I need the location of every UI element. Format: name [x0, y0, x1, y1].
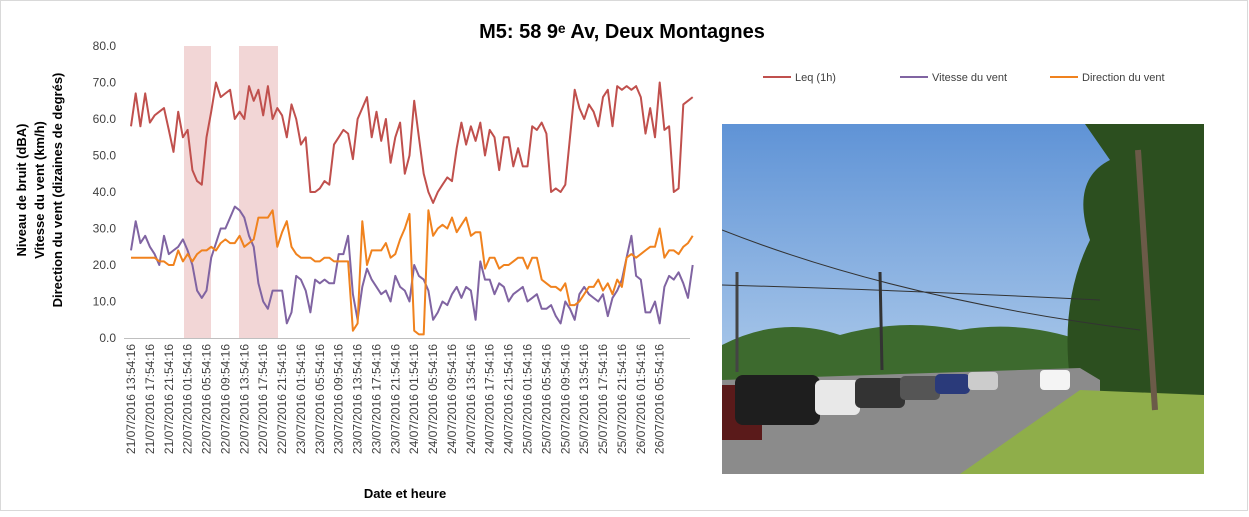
- x-tick-label: 24/07/2016 21:54:16: [502, 344, 516, 454]
- x-tick-label: 26/07/2016 01:54:16: [634, 344, 648, 454]
- x-tick-label: 23/07/2016 09:54:16: [332, 344, 346, 454]
- x-tick-label: 21/07/2016 13:54:16: [124, 344, 138, 454]
- y-tick-label: 70.0: [93, 76, 117, 90]
- y-tick-label: 20.0: [93, 258, 117, 272]
- x-tick-label: 24/07/2016 17:54:16: [483, 344, 497, 454]
- x-tick-label: 22/07/2016 21:54:16: [275, 344, 289, 454]
- x-axis-title: Date et heure: [364, 486, 446, 501]
- x-tick-label: 22/07/2016 13:54:16: [237, 344, 251, 454]
- x-tick-label: 24/07/2016 13:54:16: [464, 344, 478, 454]
- x-tick-label: 22/07/2016 17:54:16: [256, 344, 270, 454]
- chart: M5: 58 9ᵉ Av, Deux Montagnes Niveau de b…: [0, 0, 1249, 512]
- x-tick-label: 25/07/2016 17:54:16: [596, 344, 610, 454]
- y-tick-label: 30.0: [93, 222, 117, 236]
- x-tick-label: 23/07/2016 13:54:16: [351, 344, 365, 454]
- chart-title: M5: 58 9ᵉ Av, Deux Montagnes: [479, 21, 765, 43]
- y-tick-label: 0.0: [99, 331, 116, 345]
- legend-label: Direction du vent: [1082, 72, 1165, 84]
- x-tick-label: 22/07/2016 09:54:16: [218, 344, 232, 454]
- x-tick-label: 21/07/2016 17:54:16: [143, 344, 157, 454]
- x-tick-label: 24/07/2016 05:54:16: [426, 344, 440, 454]
- x-tick-label: 21/07/2016 21:54:16: [162, 344, 176, 454]
- x-tick-label: 24/07/2016 09:54:16: [445, 344, 459, 454]
- x-tick-label: 23/07/2016 05:54:16: [313, 344, 327, 454]
- x-tick-label: 22/07/2016 01:54:16: [181, 344, 195, 454]
- x-tick-label: 26/07/2016 05:54:16: [653, 344, 667, 454]
- y-tick-label: 80.0: [93, 39, 117, 53]
- x-tick-label: 25/07/2016 21:54:16: [615, 344, 629, 454]
- y-tick-label: 10.0: [93, 295, 117, 309]
- y-tick-label: 60.0: [93, 112, 117, 126]
- y-axis-title-line: Niveau de bruit (dBA): [14, 124, 29, 257]
- x-tick-label: 25/07/2016 05:54:16: [539, 344, 553, 454]
- highlight-band: [184, 46, 211, 338]
- y-axis-title-line: Vitesse du vent (km/h): [32, 121, 47, 259]
- x-tick-label: 25/07/2016 13:54:16: [577, 344, 591, 454]
- x-tick-label: 25/07/2016 01:54:16: [521, 344, 535, 454]
- legend-label: Leq (1h): [795, 72, 836, 84]
- x-tick-label: 22/07/2016 05:54:16: [200, 344, 214, 454]
- x-tick-label: 24/07/2016 01:54:16: [407, 344, 421, 454]
- x-tick-label: 23/07/2016 17:54:16: [369, 344, 383, 454]
- legend-label: Vitesse du vent: [932, 72, 1007, 84]
- x-tick-label: 25/07/2016 09:54:16: [558, 344, 572, 454]
- photo: [722, 124, 1204, 474]
- y-axis-title-line: Direction du vent (dizaines de degrés): [50, 73, 65, 308]
- x-tick-label: 23/07/2016 01:54:16: [294, 344, 308, 454]
- y-tick-label: 40.0: [93, 185, 117, 199]
- x-tick-label: 23/07/2016 21:54:16: [388, 344, 402, 454]
- y-tick-label: 50.0: [93, 149, 117, 163]
